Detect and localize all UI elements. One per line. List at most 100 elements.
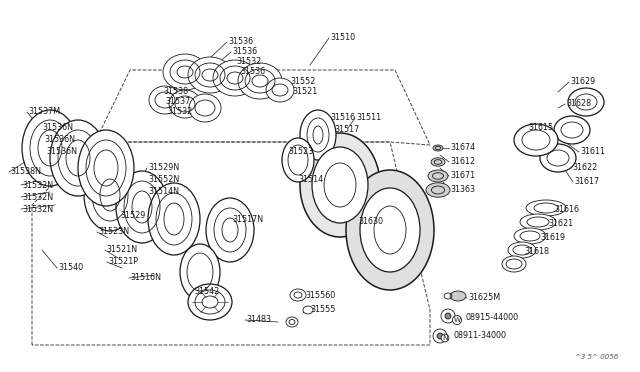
Text: 31529N: 31529N	[148, 164, 179, 173]
Text: 315560: 315560	[305, 292, 335, 301]
Ellipse shape	[290, 289, 306, 301]
Ellipse shape	[266, 78, 294, 102]
Ellipse shape	[540, 144, 576, 172]
Ellipse shape	[312, 147, 368, 223]
Text: 31517: 31517	[334, 125, 359, 135]
Text: 31521: 31521	[292, 87, 317, 96]
Ellipse shape	[84, 159, 136, 231]
Ellipse shape	[238, 63, 282, 99]
Text: 31540: 31540	[58, 263, 83, 273]
Ellipse shape	[22, 110, 78, 186]
Text: N: N	[442, 335, 448, 341]
Ellipse shape	[450, 291, 466, 301]
Text: 31552N: 31552N	[148, 176, 179, 185]
Text: 31617: 31617	[574, 177, 599, 186]
Text: 31532N: 31532N	[22, 180, 53, 189]
Text: 08911-34000: 08911-34000	[454, 331, 507, 340]
Text: 31536: 31536	[240, 67, 265, 77]
Ellipse shape	[148, 183, 200, 255]
Ellipse shape	[282, 138, 314, 182]
Text: 31552: 31552	[290, 77, 316, 87]
Text: 31619: 31619	[540, 234, 565, 243]
Text: 31618: 31618	[524, 247, 549, 257]
Text: ^3 5^ 0056: ^3 5^ 0056	[575, 354, 618, 360]
Text: 31630: 31630	[358, 218, 383, 227]
Text: 31542: 31542	[194, 288, 220, 296]
Ellipse shape	[346, 170, 434, 290]
Text: 31517N: 31517N	[232, 215, 263, 224]
Ellipse shape	[433, 145, 443, 151]
Text: 31536N: 31536N	[44, 135, 75, 144]
Ellipse shape	[508, 242, 536, 258]
Text: 31521N: 31521N	[106, 246, 137, 254]
Ellipse shape	[441, 309, 455, 323]
Text: 08915-44000: 08915-44000	[466, 314, 519, 323]
Ellipse shape	[568, 88, 604, 116]
Ellipse shape	[502, 256, 526, 272]
Text: 31521P: 31521P	[108, 257, 138, 266]
Ellipse shape	[163, 54, 207, 90]
Text: 31529: 31529	[120, 211, 145, 219]
Ellipse shape	[188, 57, 232, 93]
Text: 31621: 31621	[548, 219, 573, 228]
Text: 31625M: 31625M	[468, 294, 500, 302]
Ellipse shape	[300, 110, 336, 160]
Ellipse shape	[445, 313, 451, 319]
Text: 31612: 31612	[450, 157, 475, 167]
Ellipse shape	[520, 214, 556, 230]
Text: 31538N: 31538N	[10, 167, 41, 176]
Text: 31538: 31538	[163, 87, 188, 96]
Ellipse shape	[360, 188, 420, 272]
Text: 31622: 31622	[572, 164, 597, 173]
Ellipse shape	[437, 333, 443, 339]
Ellipse shape	[426, 183, 450, 197]
Ellipse shape	[526, 200, 566, 216]
Text: 31629: 31629	[570, 77, 595, 87]
Ellipse shape	[431, 158, 445, 166]
Ellipse shape	[514, 228, 546, 244]
Ellipse shape	[50, 120, 106, 196]
Ellipse shape	[169, 90, 201, 118]
Ellipse shape	[554, 116, 590, 144]
Text: 31363: 31363	[450, 186, 475, 195]
Ellipse shape	[286, 317, 298, 327]
Text: 31532: 31532	[236, 58, 261, 67]
Text: 31674: 31674	[450, 144, 475, 153]
Ellipse shape	[149, 86, 181, 114]
Text: 31532N: 31532N	[22, 205, 53, 214]
Text: W: W	[453, 317, 461, 323]
Ellipse shape	[514, 124, 558, 156]
Text: 31532N: 31532N	[22, 192, 53, 202]
Text: 31537: 31537	[165, 97, 190, 106]
Text: 31483: 31483	[246, 315, 271, 324]
Ellipse shape	[433, 329, 447, 343]
Text: 31523N: 31523N	[98, 228, 129, 237]
Text: 31536N: 31536N	[46, 148, 77, 157]
Ellipse shape	[303, 306, 313, 314]
Ellipse shape	[116, 171, 168, 243]
Text: 31532: 31532	[167, 108, 192, 116]
Ellipse shape	[206, 198, 254, 262]
Text: 31516N: 31516N	[130, 273, 161, 282]
Ellipse shape	[300, 133, 380, 237]
Ellipse shape	[189, 94, 221, 122]
Text: 31510: 31510	[330, 33, 355, 42]
Text: 31537M: 31537M	[28, 108, 60, 116]
Text: 31536: 31536	[228, 38, 253, 46]
Ellipse shape	[428, 170, 448, 182]
Ellipse shape	[78, 130, 134, 206]
Text: 31511: 31511	[356, 113, 381, 122]
Ellipse shape	[188, 284, 232, 320]
Text: 31523: 31523	[288, 148, 313, 157]
Text: 31671: 31671	[450, 171, 475, 180]
Text: 31616: 31616	[554, 205, 579, 215]
Text: 31611: 31611	[580, 148, 605, 157]
Text: 31516: 31516	[330, 113, 355, 122]
Text: 31536: 31536	[232, 48, 257, 57]
Text: 31615: 31615	[528, 124, 553, 132]
Text: 31536N: 31536N	[42, 124, 73, 132]
Text: 31555: 31555	[310, 305, 335, 314]
Ellipse shape	[213, 60, 257, 96]
Ellipse shape	[180, 244, 220, 300]
Text: 31514: 31514	[298, 176, 323, 185]
